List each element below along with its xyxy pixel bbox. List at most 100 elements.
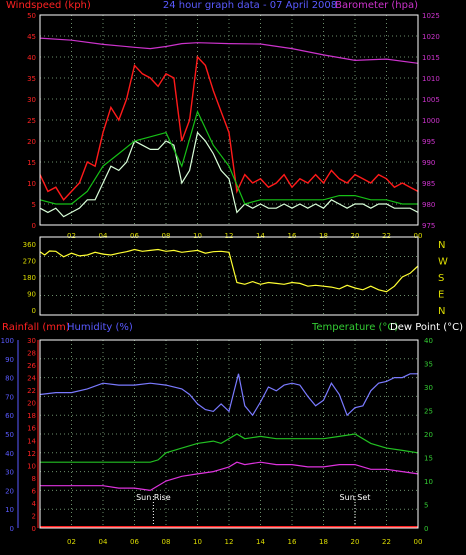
rainfall-tick: 16 <box>27 425 36 433</box>
x-tick-label: 22 <box>382 232 391 240</box>
humidity-tick: 20 <box>5 487 14 495</box>
barometer-tick: 990 <box>422 159 435 167</box>
temperature-label: Temperature (°C) <box>311 322 398 333</box>
windspeed-tick: 25 <box>27 117 36 125</box>
dewpoint-label: Dew Point (°C) <box>390 322 463 333</box>
temperature-line <box>40 433 419 463</box>
windspeed-tick: 20 <box>27 138 36 146</box>
humidity-tick: 40 <box>5 450 14 458</box>
compass-label: S <box>438 273 444 284</box>
rainfall-tick: 20 <box>27 400 36 408</box>
temperature-tick: 0 <box>424 525 428 533</box>
direction-tick: 180 <box>23 274 36 282</box>
windspeed-axis: 0 5 10 15 20 25 30 35 40 45 50 <box>27 12 36 230</box>
rainfall-tick: 0 <box>32 525 36 533</box>
direction-tick: 270 <box>23 258 36 266</box>
windspeed-tick: 45 <box>27 33 36 41</box>
rainfall-tick: 10 <box>27 462 36 470</box>
humidity-tick: 70 <box>5 393 14 401</box>
x-tick-label: 18 <box>319 232 328 240</box>
rainfall-tick: 8 <box>32 475 36 483</box>
rainfall-tick: 24 <box>27 375 36 383</box>
x-tick-label: 04 <box>99 538 108 546</box>
temperature-tick: 30 <box>424 384 433 392</box>
gust-line <box>39 55 419 201</box>
rainfall-tick: 14 <box>27 437 36 445</box>
barometer-line <box>39 37 419 64</box>
sun-label: Sun Set <box>340 493 371 502</box>
barometer-tick: 980 <box>422 201 435 209</box>
temperature-series <box>39 373 419 528</box>
rainfall-tick: 18 <box>27 412 36 420</box>
rainfall-label: Rainfall (mm) <box>2 322 70 333</box>
windspeed-tick: 10 <box>27 180 36 188</box>
barometer-axis: 975 980 985 990 995 1000 1005 1010 1015 1020 1025 <box>422 12 440 230</box>
barometer-tick: 985 <box>422 180 435 188</box>
x-tick-label: 00 <box>414 538 423 546</box>
windspeed-tick: 50 <box>27 12 36 20</box>
temperature-panel: Rainfall (mm) Humidity (%) Temperature (… <box>1 322 463 546</box>
x-tick-label: 14 <box>256 232 265 240</box>
temperature-x-axis: 02 04 06 08 10 12 14 16 18 20 22 00 <box>67 538 422 546</box>
compass-label: N <box>438 306 445 317</box>
temperature-axis: 0 5 10 15 20 25 30 35 40 <box>424 337 433 533</box>
compass-label: W <box>438 257 448 268</box>
humidity-tick: 100 <box>1 337 14 345</box>
x-tick-label: 16 <box>288 232 297 240</box>
windspeed-tick: 40 <box>27 54 36 62</box>
humidity-axis: 0 10 20 30 40 50 60 70 80 90 100 <box>1 337 19 533</box>
compass-label: E <box>438 290 444 301</box>
wind-panel: 24 hour graph data - 07 April 2008 Winds… <box>6 0 440 240</box>
average-line <box>39 109 418 205</box>
humidity-tick: 0 <box>10 525 14 533</box>
x-tick-label: 14 <box>256 538 265 546</box>
x-tick-label: 22 <box>382 538 391 546</box>
humidity-tick: 50 <box>5 431 14 439</box>
temperature-tick: 20 <box>424 431 433 439</box>
rainfall-tick: 26 <box>27 362 36 370</box>
humidity-tick: 10 <box>5 506 14 514</box>
windspeed-tick: 15 <box>27 159 36 167</box>
x-tick-label: 10 <box>193 232 202 240</box>
barometer-tick: 1005 <box>422 96 440 104</box>
x-tick-label: 08 <box>162 232 171 240</box>
humidity-tick: 80 <box>5 375 14 383</box>
temperature-tick: 10 <box>424 478 433 486</box>
humidity-tick: 90 <box>5 356 14 364</box>
windspeed-tick: 30 <box>27 96 36 104</box>
x-tick-label: 12 <box>225 232 234 240</box>
windspeed-tick: 0 <box>32 222 36 230</box>
x-tick-label: 06 <box>130 538 139 546</box>
x-tick-label: 10 <box>193 538 202 546</box>
barometer-tick: 995 <box>422 138 435 146</box>
rainfall-tick: 28 <box>27 350 36 358</box>
humidity-label: Humidity (%) <box>67 322 133 333</box>
sun-label: Sun Rise <box>136 493 171 502</box>
temperature-tick: 35 <box>424 361 433 369</box>
direction-grid <box>40 237 418 315</box>
x-tick-label: 00 <box>414 232 423 240</box>
temperature-tick: 15 <box>424 455 433 463</box>
rainfall-tick: 30 <box>27 337 36 345</box>
direction-tick: 90 <box>27 291 36 299</box>
barometer-tick: 1010 <box>422 75 440 83</box>
humidity-tick: 60 <box>5 412 14 420</box>
barometer-tick: 1020 <box>422 33 440 41</box>
rainfall-tick: 12 <box>27 450 36 458</box>
sun-annotations: Sun Rise Sun Set <box>136 493 370 528</box>
temperature-grid <box>40 340 418 528</box>
direction-tick: 360 <box>23 241 36 249</box>
rainfall-tick: 6 <box>32 487 37 495</box>
barometer-tick: 1000 <box>422 117 440 125</box>
x-tick-label: 02 <box>67 538 76 546</box>
x-tick-label: 12 <box>225 538 234 546</box>
windspeed-tick: 5 <box>32 201 36 209</box>
x-tick-label: 16 <box>288 538 297 546</box>
wind-plot-frame <box>39 14 419 226</box>
temperature-tick: 25 <box>424 408 433 416</box>
x-tick-label: 20 <box>351 232 360 240</box>
